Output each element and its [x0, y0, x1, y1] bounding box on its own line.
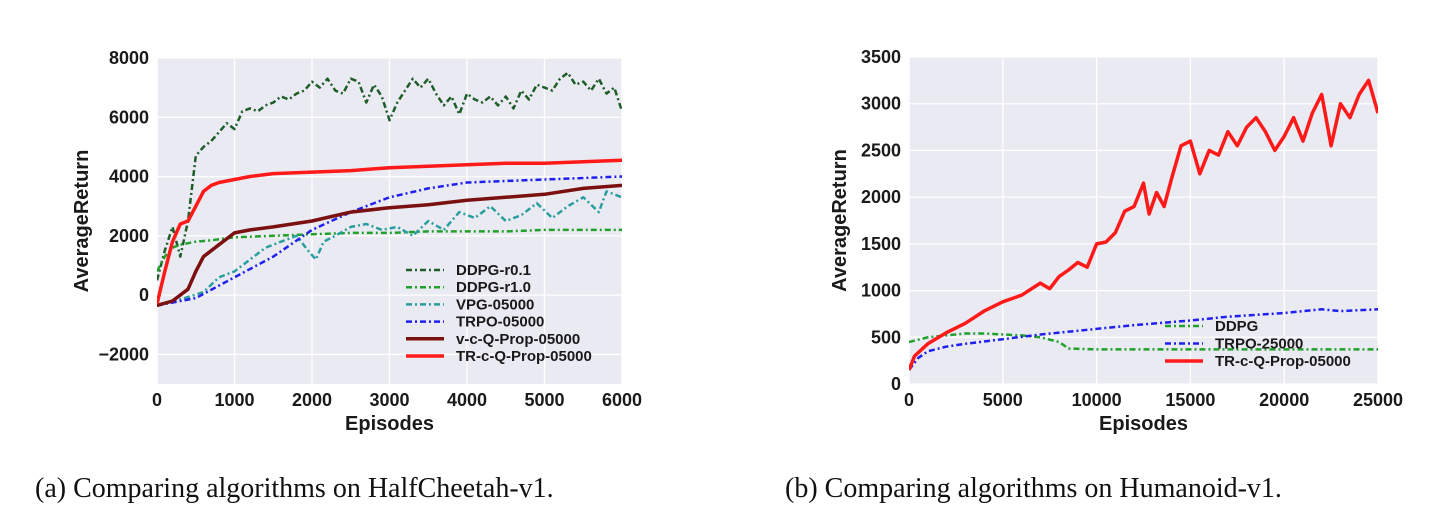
legend-label: TR-c-Q-Prop-05000	[1215, 353, 1351, 370]
chart-halfcheetah: 0 1000 2000 3000 4000 5000 6000 −2000 0 2000 4000 6…	[71, 48, 642, 435]
x-tick-label: 0	[152, 390, 162, 410]
legend-label: TRPO-25000	[1215, 336, 1303, 353]
x-tick-label: 2000	[292, 390, 332, 410]
y-tick-label: 1000	[861, 281, 901, 301]
x-tick-label: 1000	[214, 390, 254, 410]
chart-humanoid: 0 5000 10000 15000 20000 25000 0 500 1000 1500 200…	[829, 47, 1403, 435]
legend-label: TR-c-Q-Prop-05000	[456, 348, 592, 365]
y-tick-label: 2000	[861, 187, 901, 207]
x-tick-label: 20000	[1259, 390, 1309, 410]
series-line-tr-c-q-prop-05000	[909, 78, 1378, 371]
legend-label: DDPG	[1215, 318, 1258, 335]
plot-area	[909, 57, 1378, 384]
y-axis-label: AverageReturn	[829, 149, 851, 292]
series-line-vpg-05000	[157, 190, 622, 307]
series-line-ddpg-r0-1	[157, 71, 622, 281]
y-tick-label: 2500	[861, 140, 901, 160]
x-tick-label: 25000	[1353, 390, 1403, 410]
x-axis-label: Episodes	[1099, 413, 1188, 435]
y-tick-label: 1500	[861, 234, 901, 254]
x-tick-label: 6000	[602, 390, 642, 410]
y-tick-label: −2000	[98, 344, 149, 364]
series-line-ddpg-r1-0	[157, 228, 622, 272]
series-line-trpo-05000	[157, 175, 622, 307]
x-tick-label: 5000	[983, 390, 1023, 410]
legend-label: VPG-05000	[456, 296, 534, 313]
series-line-trpo-25000	[909, 308, 1378, 371]
legend-label: TRPO-05000	[456, 314, 544, 331]
series-line-tr-c-q-prop-05000	[157, 158, 622, 305]
x-tick-label: 3000	[369, 390, 409, 410]
y-tick-label: 0	[139, 285, 149, 305]
series-line-v-c-q-prop-05000	[157, 183, 622, 308]
x-tick-label: 15000	[1165, 390, 1215, 410]
y-tick-label: 3500	[861, 47, 901, 67]
x-tick-label: 4000	[447, 390, 487, 410]
x-tick-label: 0	[904, 390, 914, 410]
y-tick-label: 4000	[109, 167, 149, 187]
legend-label: v-c-Q-Prop-05000	[456, 331, 580, 348]
legend-label: DDPG-r0.1	[456, 262, 531, 279]
x-tick-label: 5000	[524, 390, 564, 410]
y-tick-label: 2000	[109, 226, 149, 246]
y-tick-label: 8000	[109, 48, 149, 68]
y-tick-label: 3000	[861, 94, 901, 114]
y-axis-label: AverageReturn	[71, 150, 93, 293]
y-tick-label: 500	[871, 327, 901, 347]
caption-a: (a) Comparing algorithms on HalfCheetah-…	[35, 473, 554, 504]
y-tick-label: 6000	[109, 107, 149, 127]
caption-b: (b) Comparing algorithms on Humanoid-v1.	[785, 473, 1282, 504]
x-axis-label: Episodes	[345, 413, 434, 435]
y-tick-label: 0	[891, 374, 901, 394]
legend-label: DDPG-r1.0	[456, 279, 531, 296]
x-tick-label: 10000	[1072, 390, 1122, 410]
